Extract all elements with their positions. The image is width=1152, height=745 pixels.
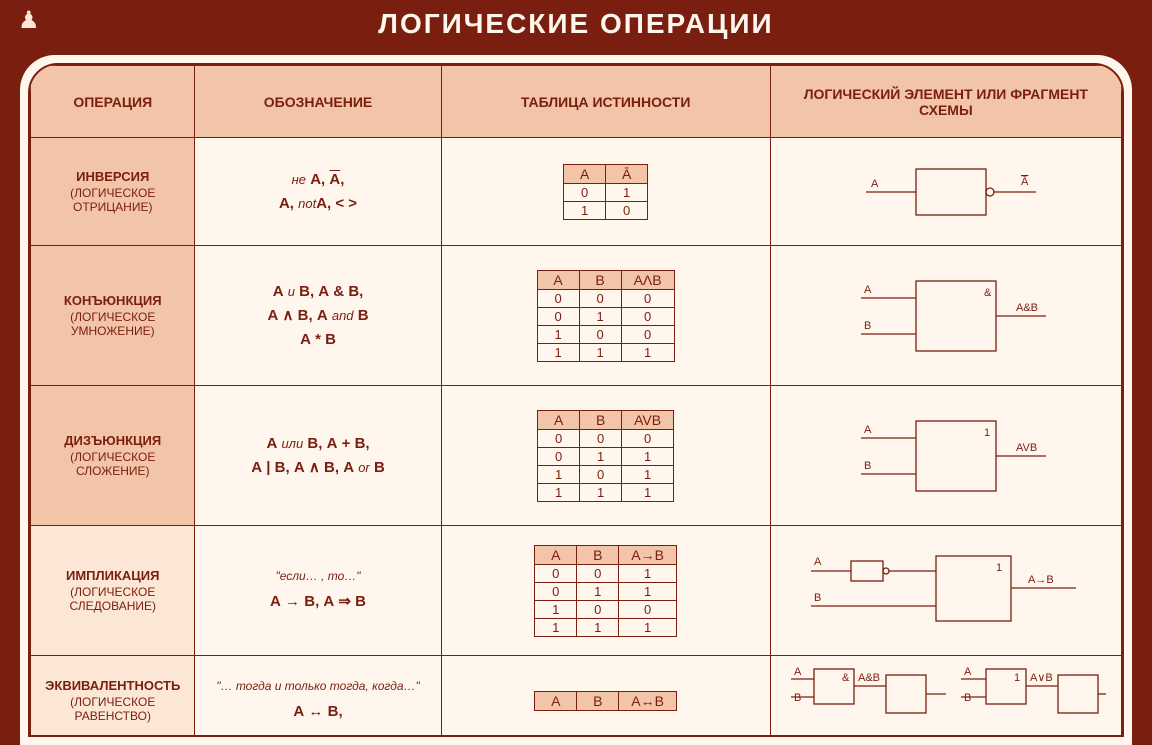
svg-text:A: A — [864, 424, 872, 436]
page-title: ЛОГИЧЕСКИЕ ОПЕРАЦИИ — [0, 0, 1152, 55]
header-row: ОПЕРАЦИЯ ОБОЗНАЧЕНИЕ ТАБЛИЦА ИСТИННОСТИ … — [31, 66, 1122, 138]
notation-cell: "… тогда и только тогда, когда…"A ↔ B, — [195, 656, 441, 738]
truth-cell: ABA↔B — [441, 656, 770, 738]
truth-table: ABAΛB000010100111 — [537, 270, 675, 362]
truth-table: AĀ0110 — [563, 164, 648, 220]
operation-row: ДИЗЪЮНКЦИЯ(ЛОГИЧЕСКОЕ СЛОЖЕНИЕ) A или B,… — [31, 386, 1122, 526]
gate-or-diagram: 1 A B AVB — [826, 406, 1066, 506]
svg-text:B: B — [864, 320, 871, 332]
svg-text:B: B — [814, 592, 821, 604]
svg-text:1: 1 — [996, 562, 1002, 574]
diagram-cell: 1 A B AVB — [770, 386, 1121, 526]
col-header-notation: ОБОЗНАЧЕНИЕ — [195, 66, 441, 138]
diagram-cell: & A B A&B — [770, 246, 1121, 386]
svg-text:A: A — [794, 666, 802, 678]
operation-row: ИНВЕРСИЯ(ЛОГИЧЕСКОЕ ОТРИЦАНИЕ) не A, A,A… — [31, 138, 1122, 246]
svg-text:A: A — [871, 178, 879, 190]
diagram-cell: A & B A&B A 1 B A∨B — [770, 656, 1121, 738]
col-header-truth: ТАБЛИЦА ИСТИННОСТИ — [441, 66, 770, 138]
operations-table: ОПЕРАЦИЯ ОБОЗНАЧЕНИЕ ТАБЛИЦА ИСТИННОСТИ … — [30, 65, 1122, 737]
op-name-cell: ДИЗЪЮНКЦИЯ(ЛОГИЧЕСКОЕ СЛОЖЕНИЕ) — [31, 386, 195, 526]
svg-text:AVB: AVB — [1016, 442, 1037, 454]
svg-text:A: A — [814, 556, 822, 568]
svg-text:A→B: A→B — [1028, 574, 1054, 586]
truth-cell: ABAVB000011101111 — [441, 386, 770, 526]
operation-row: ЭКВИВАЛЕНТНОСТЬ(ЛОГИЧЕСКОЕ РАВЕНСТВО) "…… — [31, 656, 1122, 738]
svg-text:A: A — [964, 666, 972, 678]
svg-text:B: B — [864, 460, 871, 472]
notation-cell: A или B, A + B,A | B, A ∧ B, A or B — [195, 386, 441, 526]
diagram-cell: A 1 B A→B — [770, 526, 1121, 656]
gate-and-diagram: & A B A&B — [826, 266, 1066, 366]
svg-text:1: 1 — [1014, 672, 1020, 684]
svg-text:B: B — [964, 692, 971, 704]
col-header-diagram: ЛОГИЧЕСКИЙ ЭЛЕМЕНТ ИЛИ ФРАГМЕНТ СХЕМЫ — [770, 66, 1121, 138]
gate-eqv-diagram: A & B A&B A 1 B A∨B — [786, 661, 1106, 738]
svg-text:1: 1 — [984, 427, 990, 439]
gate-not-diagram: A Ā — [836, 157, 1056, 227]
content-panel: ОПЕРАЦИЯ ОБОЗНАЧЕНИЕ ТАБЛИЦА ИСТИННОСТИ … — [20, 55, 1132, 745]
operation-row: ИМПЛИКАЦИЯ(ЛОГИЧЕСКОЕ СЛЕДОВАНИЕ) "если…… — [31, 526, 1122, 656]
op-name-cell: КОНЪЮНКЦИЯ(ЛОГИЧЕСКОЕ УМНОЖЕНИЕ) — [31, 246, 195, 386]
svg-text:&: & — [842, 672, 850, 684]
svg-text:Ā: Ā — [1021, 176, 1029, 188]
truth-cell: ABA→B001011100111 — [441, 526, 770, 656]
op-name-cell: ЭКВИВАЛЕНТНОСТЬ(ЛОГИЧЕСКОЕ РАВЕНСТВО) — [31, 656, 195, 738]
truth-table: ABAVB000011101111 — [537, 410, 674, 502]
svg-text:B: B — [794, 692, 801, 704]
svg-text:&: & — [984, 287, 992, 299]
truth-cell: ABAΛB000010100111 — [441, 246, 770, 386]
svg-text:A∨B: A∨B — [1030, 672, 1053, 684]
truth-cell: AĀ0110 — [441, 138, 770, 246]
col-header-operation: ОПЕРАЦИЯ — [31, 66, 195, 138]
owl-icon: ♟ — [18, 6, 40, 35]
truth-table: ABA→B001011100111 — [534, 545, 677, 637]
truth-table: ABA↔B — [534, 691, 677, 711]
op-name-cell: ИМПЛИКАЦИЯ(ЛОГИЧЕСКОЕ СЛЕДОВАНИЕ) — [31, 526, 195, 656]
svg-text:A: A — [864, 284, 872, 296]
notation-cell: не A, A,A, notA, < > — [195, 138, 441, 246]
diagram-cell: A Ā — [770, 138, 1121, 246]
svg-text:A&B: A&B — [858, 672, 880, 684]
op-name-cell: ИНВЕРСИЯ(ЛОГИЧЕСКОЕ ОТРИЦАНИЕ) — [31, 138, 195, 246]
svg-text:A&B: A&B — [1016, 302, 1038, 314]
gate-imp-diagram: A 1 B A→B — [796, 541, 1096, 641]
notation-cell: "если… , то…"A → B, A ⇒ B — [195, 526, 441, 656]
notation-cell: A и B, A & B,A ∧ B, A and BA * B — [195, 246, 441, 386]
operation-row: КОНЪЮНКЦИЯ(ЛОГИЧЕСКОЕ УМНОЖЕНИЕ) A и B, … — [31, 246, 1122, 386]
